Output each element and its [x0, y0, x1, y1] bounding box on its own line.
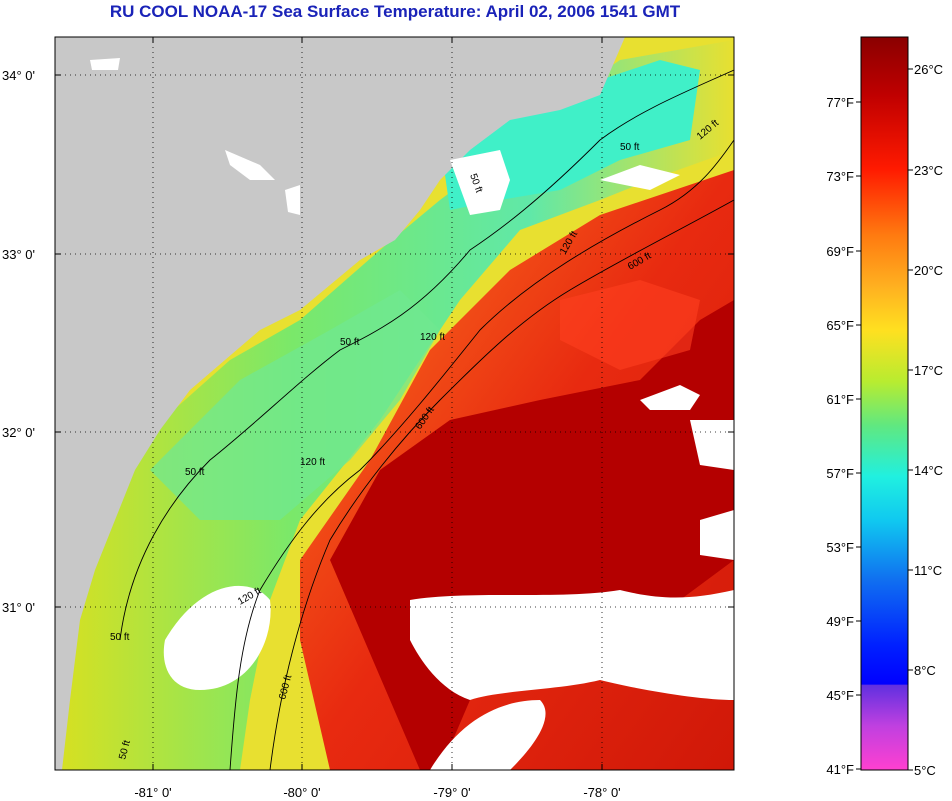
celsius-label: 20°C	[914, 263, 943, 278]
contour-label: 50 ft	[620, 142, 640, 153]
contour-label: 50 ft	[117, 739, 133, 761]
colorbar-ticks	[856, 68, 913, 771]
lon-label-79: -79° 0'	[433, 785, 470, 800]
celsius-label: 23°C	[914, 163, 943, 178]
fahrenheit-label: 69°F	[826, 244, 854, 259]
lat-label-33: 33° 0'	[2, 247, 35, 262]
graticule	[55, 37, 734, 770]
fahrenheit-label: 41°F	[826, 762, 854, 777]
shelf-water	[55, 40, 734, 770]
fahrenheit-label: 45°F	[826, 688, 854, 703]
fahrenheit-label: 61°F	[826, 392, 854, 407]
map-title: RU COOL NOAA-17 Sea Surface Temperature:…	[109, 2, 681, 21]
fahrenheit-label: 77°F	[826, 95, 854, 110]
lat-label-31: 31° 0'	[2, 600, 35, 615]
fahrenheit-label: 49°F	[826, 614, 854, 629]
axis-ticks	[55, 37, 734, 770]
celsius-label: 14°C	[914, 463, 943, 478]
contour-label: 50 ft	[185, 467, 205, 478]
lat-label-34: 34° 0'	[2, 68, 35, 83]
fahrenheit-label: 65°F	[826, 318, 854, 333]
contour-label: 50 ft	[110, 632, 130, 643]
map-frame	[54, 36, 735, 771]
fahrenheit-label: 73°F	[826, 169, 854, 184]
fahrenheit-labels: 77°F 73°F 69°F 65°F 61°F 57°F 53°F 49°F …	[826, 95, 854, 777]
contour-label: 120 ft	[420, 332, 445, 343]
celsius-label: 26°C	[914, 62, 943, 77]
cloud-over-land	[90, 58, 300, 215]
fahrenheit-label: 57°F	[826, 466, 854, 481]
contour-label: 50 ft	[340, 337, 360, 348]
sst-map: 50 ft 120 ft 600 ft 50 ft 120 ft 600 ft …	[2, 36, 735, 800]
lon-label-81: -81° 0'	[134, 785, 171, 800]
temperature-colorbar: 77°F 73°F 69°F 65°F 61°F 57°F 53°F 49°F …	[826, 36, 943, 778]
celsius-label: 17°C	[914, 363, 943, 378]
celsius-label: 5°C	[914, 763, 936, 778]
lat-label-32: 32° 0'	[2, 425, 35, 440]
longitude-labels: -81° 0' -80° 0' -79° 0' -78° 0'	[134, 785, 620, 800]
cloud-cover	[163, 150, 734, 770]
lon-label-80: -80° 0'	[283, 785, 320, 800]
contour-label: 120 ft	[300, 457, 325, 468]
celsius-label: 8°C	[914, 663, 936, 678]
land-mass	[55, 37, 625, 770]
fahrenheit-label: 53°F	[826, 540, 854, 555]
celsius-labels: 26°C 23°C 20°C 17°C 14°C 11°C 8°C 5°C	[914, 62, 943, 778]
lon-label-78: -78° 0'	[583, 785, 620, 800]
warm-eddy	[560, 280, 700, 370]
cool-shelf-water	[150, 290, 440, 520]
bathymetry-contours	[119, 69, 734, 770]
latitude-labels: 34° 0' 33° 0' 32° 0' 31° 0'	[2, 68, 35, 615]
colorbar-gradient	[860, 36, 909, 771]
celsius-label: 11°C	[914, 563, 942, 578]
